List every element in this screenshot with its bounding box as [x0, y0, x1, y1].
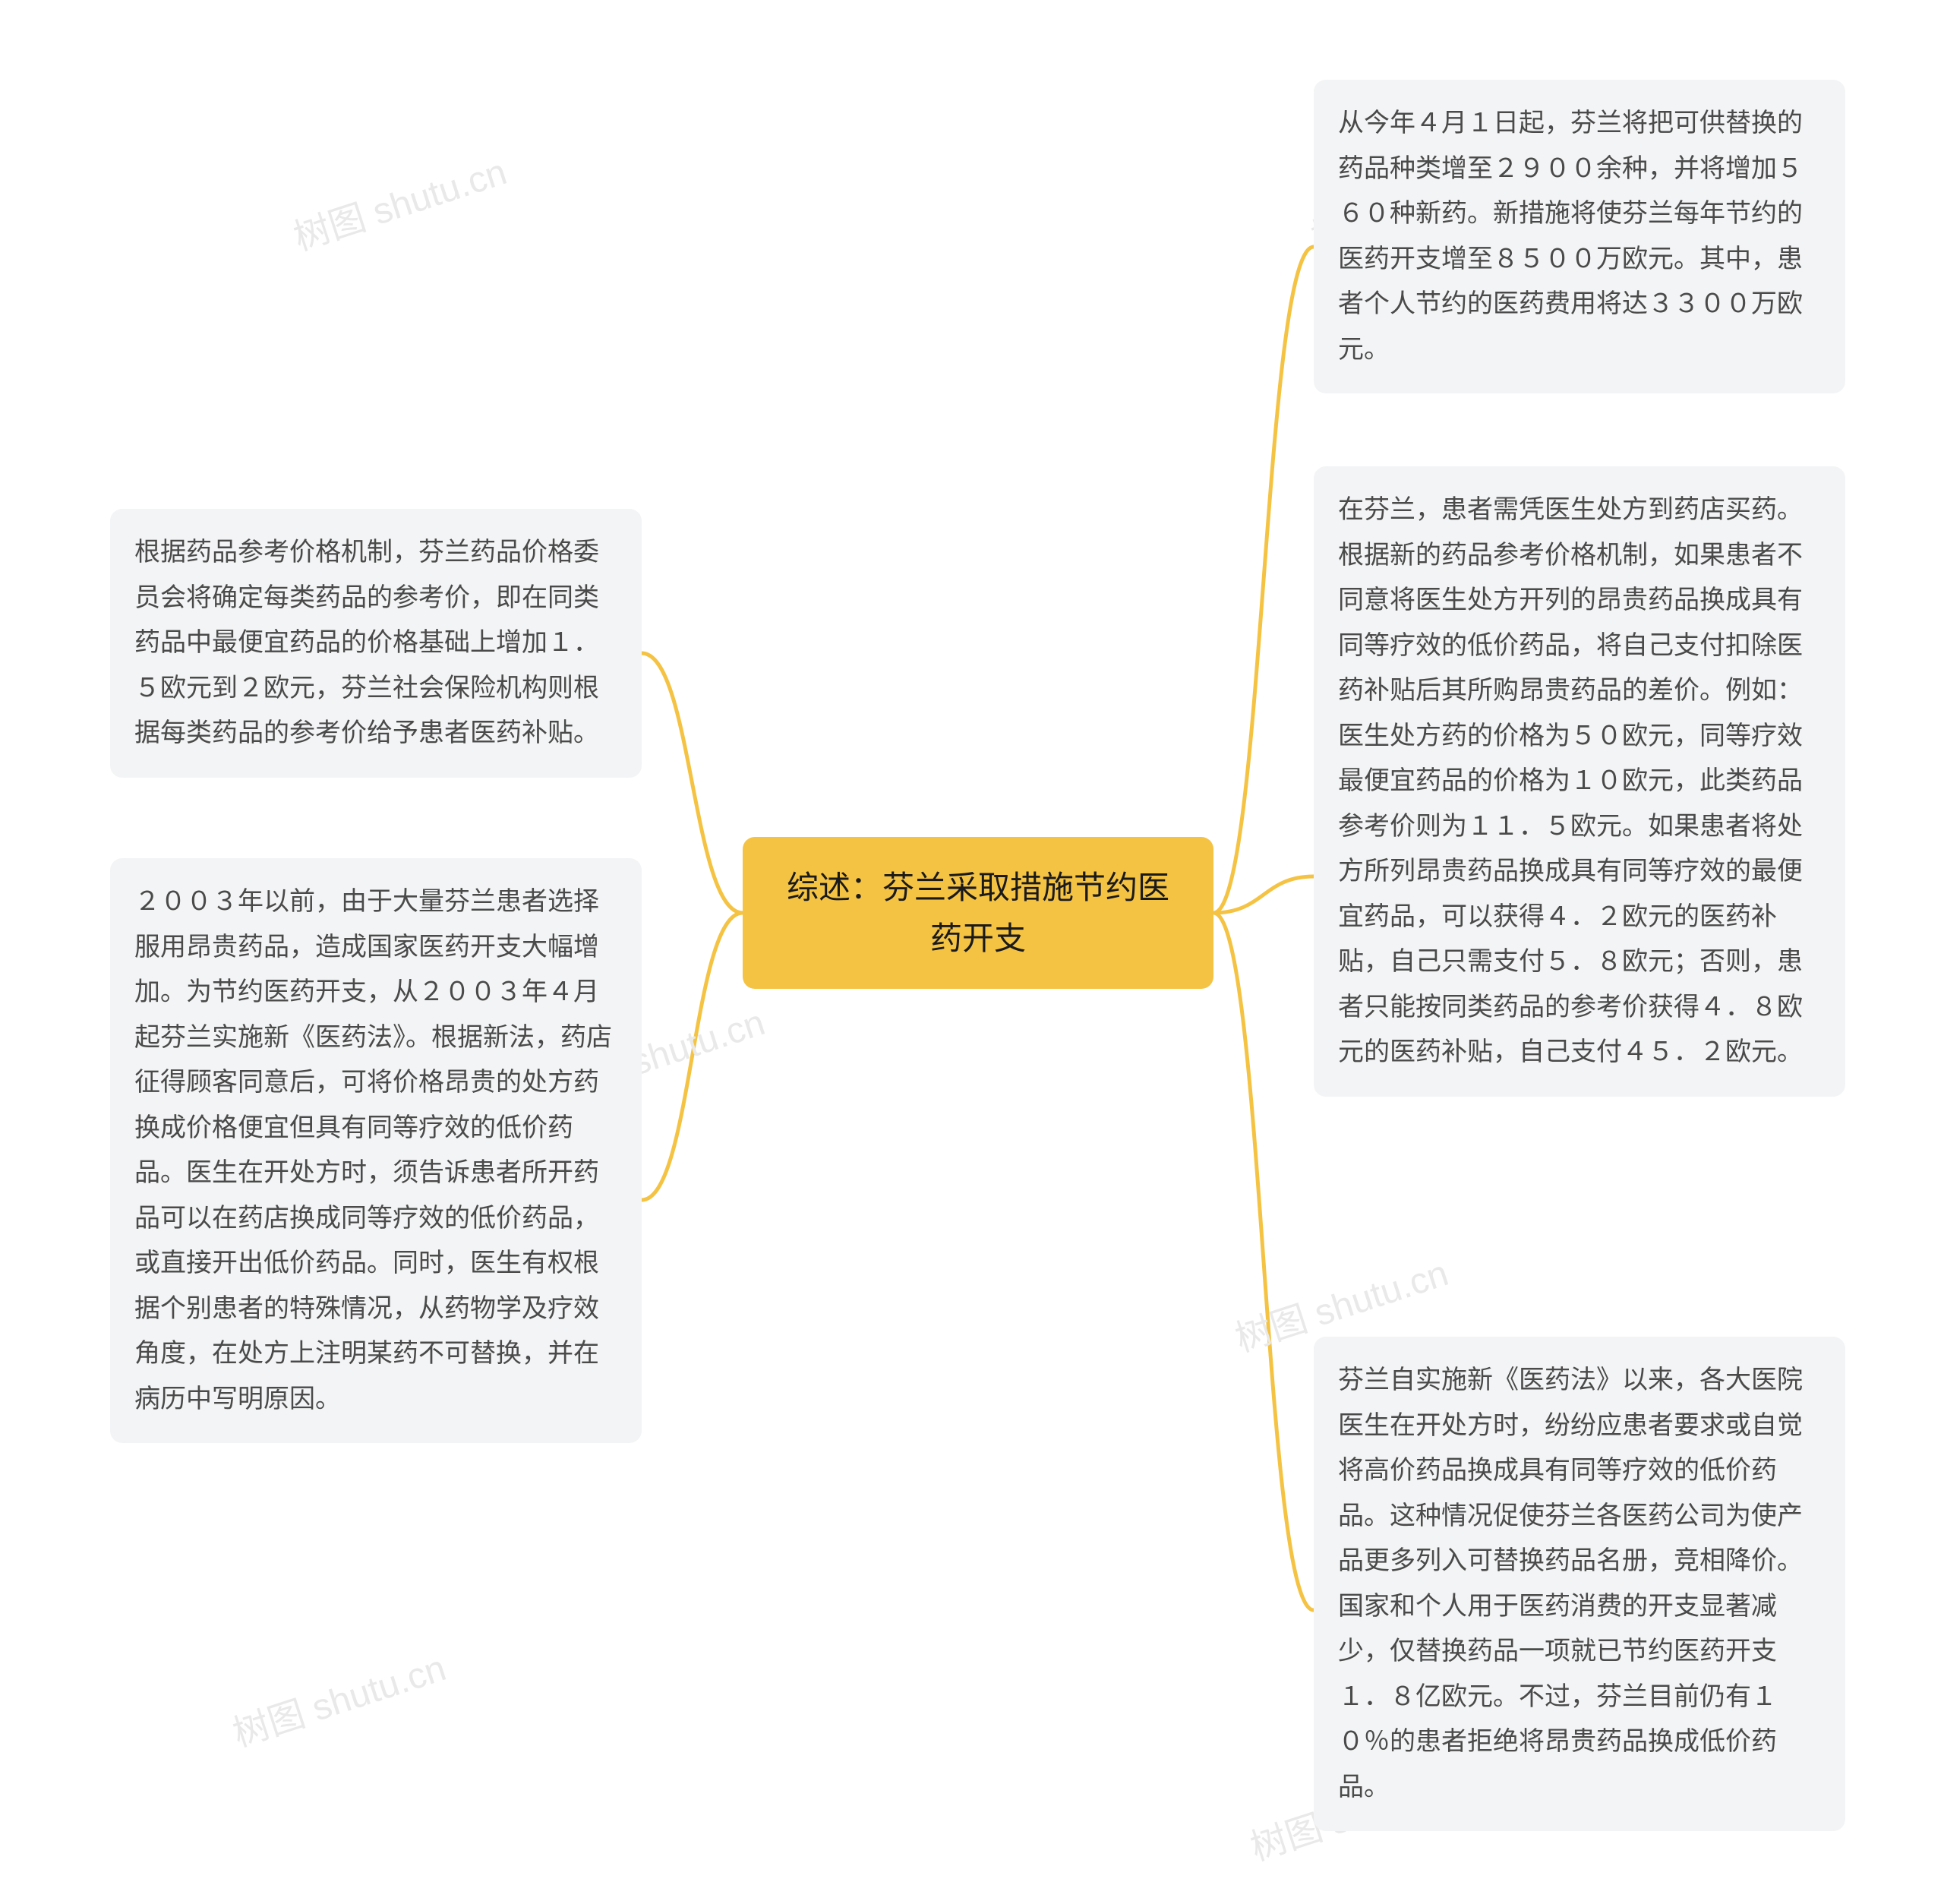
leaf-text: 芬兰自实施新《医药法》以来，各大医院医生在开处方时，纷纷应患者要求或自觉将高价药… [1338, 1366, 1803, 1801]
watermark: 树图 shutu.cn [225, 1638, 451, 1757]
center-node: 综述：芬兰采取措施节约医药开支 [743, 837, 1213, 989]
mindmap-canvas: 树图 shutu.cn 树图 shutu.cn 树图 shutu.cn 树图 s… [0, 0, 1944, 1904]
leaf-node-left-2: ２００３年以前，由于大量芬兰患者选择服用昂贵药品，造成国家医药开支大幅增加。为节… [110, 858, 642, 1443]
leaf-node-right-1: 从今年４月１日起，芬兰将把可供替换的药品种类增至２９００余种，并将增加５６０种新… [1314, 80, 1845, 393]
leaf-node-right-2: 在芬兰，患者需凭医生处方到药店买药。根据新的药品参考价格机制，如果患者不同意将医… [1314, 466, 1845, 1097]
leaf-node-left-1: 根据药品参考价格机制，芬兰药品价格委员会将确定每类药品的参考价，即在同类药品中最… [110, 509, 642, 778]
leaf-node-right-3: 芬兰自实施新《医药法》以来，各大医院医生在开处方时，纷纷应患者要求或自觉将高价药… [1314, 1337, 1845, 1831]
center-node-text: 综述：芬兰采取措施节约医药开支 [781, 862, 1176, 964]
leaf-text: 在芬兰，患者需凭医生处方到药店买药。根据新的药品参考价格机制，如果患者不同意将医… [1338, 495, 1803, 1066]
leaf-text: ２００３年以前，由于大量芬兰患者选择服用昂贵药品，造成国家医药开支大幅增加。为节… [134, 887, 612, 1413]
watermark: 树图 shutu.cn [286, 142, 512, 260]
leaf-text: 从今年４月１日起，芬兰将把可供替换的药品种类增至２９００余种，并将增加５６０种新… [1338, 109, 1803, 364]
leaf-text: 根据药品参考价格机制，芬兰药品价格委员会将确定每类药品的参考价，即在同类药品中最… [134, 538, 599, 747]
